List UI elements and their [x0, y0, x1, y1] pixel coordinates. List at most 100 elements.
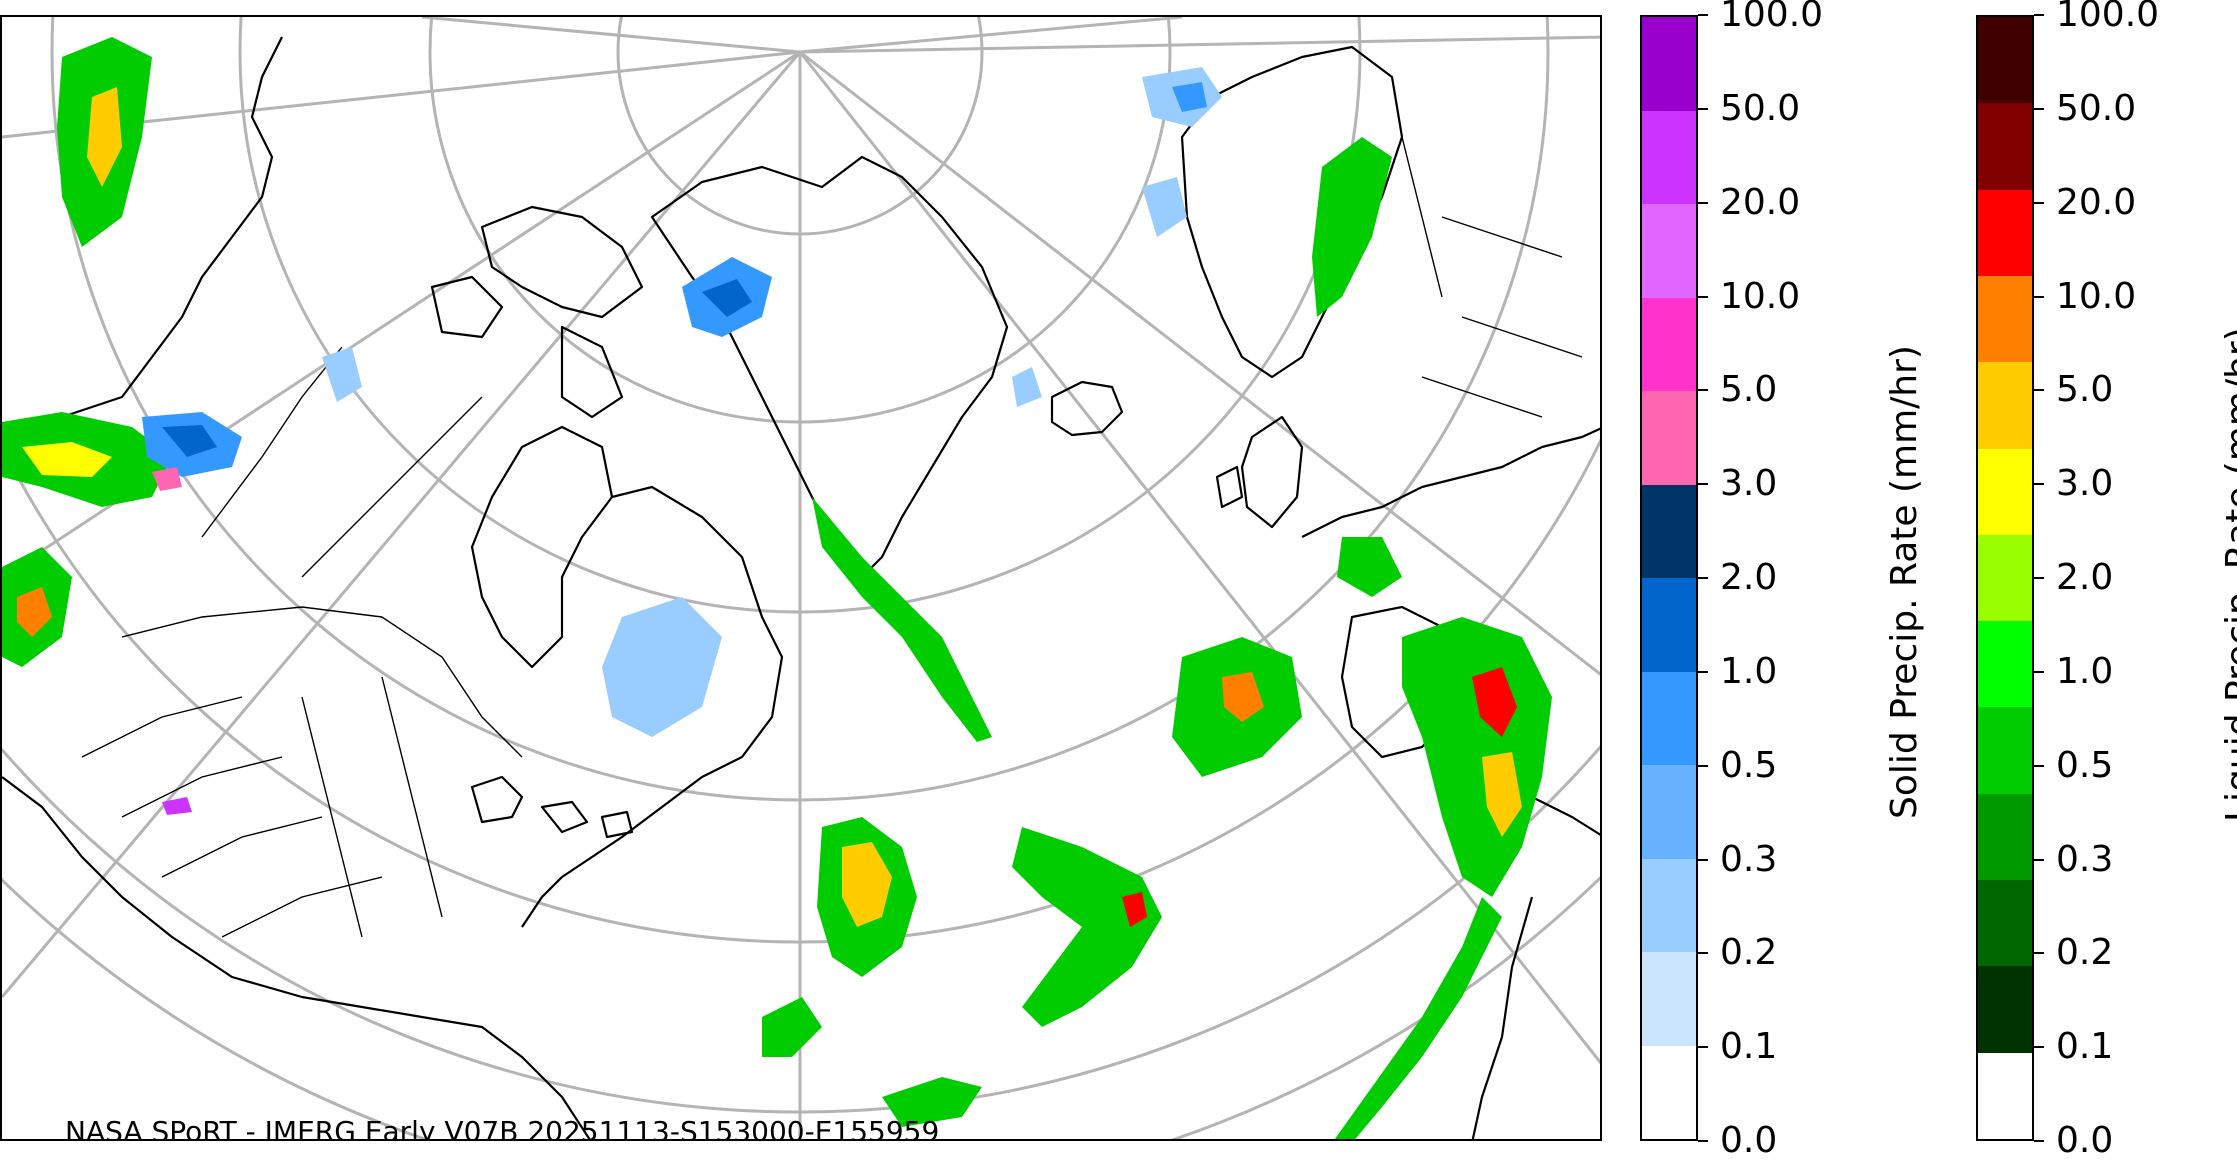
snow-area — [152, 467, 182, 491]
solid-precip-colorbar — [1640, 15, 1698, 1141]
meridian — [421, 17, 801, 54]
colorbar-tick-label: 1.0 — [2056, 650, 2114, 692]
colorbar-tick-label: 100.0 — [2056, 0, 2160, 35]
solid-precip-colorbar-label: Solid Precip. Rate (mm/hr) — [1884, 345, 1925, 819]
greenland-coast — [650, 155, 1009, 579]
colorbar-tick-label: 0.0 — [1720, 1120, 1778, 1161]
colorbar-segment — [1642, 391, 1696, 485]
colorbar-segment — [1642, 484, 1696, 578]
colorbar-segment — [1978, 16, 2032, 104]
colorbar-tick-label: 10.0 — [2056, 275, 2137, 317]
colorbar-segment — [1978, 189, 2032, 276]
colorbar-segment — [1978, 362, 2032, 449]
liquid-precip-colorbar-ticks: 0.0 0.1 0.2 0.3 0.5 1.0 2.0 3.0 5.0 10.0 20.0 50.0 1… — [2034, 0, 2159, 1161]
europe-borders — [1401, 136, 1583, 418]
colorbar-tick-label: 10.0 — [1720, 275, 1801, 317]
data-source-credit: NASA SPoRT - IMERG Early V07B 20251113-S… — [65, 1115, 940, 1141]
borders — [81, 136, 1583, 938]
snow-area — [1142, 177, 1187, 237]
colorbar-tick-label: 0.2 — [2056, 932, 2114, 974]
rain-cluster — [1472, 667, 1517, 737]
arctic-islands — [430, 205, 644, 419]
precipitation-map: NASA SPoRT - IMERG Early V07B 20251113-S… — [0, 15, 1602, 1141]
colorbar-segment — [1642, 858, 1696, 952]
meridian — [2, 51, 802, 998]
liquid-precipitation — [2, 37, 1552, 1139]
colorbar-tick-label: 20.0 — [2056, 181, 2137, 223]
rain-band — [812, 497, 992, 742]
snow-area — [322, 347, 362, 402]
colorbar-segment — [1642, 578, 1696, 672]
colorbar-segment — [1642, 110, 1696, 204]
europe-coast — [1301, 427, 1600, 538]
colorbar-tick-label: 20.0 — [1720, 181, 1801, 223]
north-america-south — [2, 776, 591, 1139]
colorbar-segment — [1978, 275, 2032, 363]
rain-band — [882, 1077, 982, 1127]
snow-area — [702, 279, 752, 317]
colorbar-tick-label: 2.0 — [2056, 557, 2114, 598]
great-lakes — [470, 775, 634, 839]
colorbar-segment — [1978, 880, 2032, 967]
colorbar-segment — [1978, 621, 2032, 708]
colorbar-segment — [1642, 204, 1696, 298]
liquid-precip-colorbar — [1976, 15, 2034, 1141]
colorbar-tick-label: 0.0 — [2056, 1120, 2114, 1161]
colorbar-segment — [1978, 448, 2032, 535]
rain-band — [762, 997, 822, 1057]
rain-area — [17, 587, 52, 637]
colorbar-segment — [1978, 707, 2032, 794]
canada-province-borders — [201, 346, 483, 578]
rain-cluster — [1402, 617, 1552, 897]
snow-area — [162, 425, 217, 457]
british-isles — [1215, 415, 1304, 529]
rain-area — [22, 442, 112, 477]
colorbar-tick-label: 100.0 — [1720, 0, 1824, 35]
colorbar-tick-label: 50.0 — [2056, 87, 2137, 129]
colorbar-segment — [1978, 103, 2032, 190]
snow-area — [1012, 367, 1042, 407]
colorbar-tick-label: 50.0 — [1720, 87, 1801, 129]
colorbar-tick-label: 0.3 — [1720, 838, 1778, 880]
solid-precipitation — [142, 67, 1222, 815]
colorbar-tick-label: 0.5 — [2056, 744, 2114, 786]
hudson-bay-coast — [470, 425, 614, 669]
rain-area — [87, 87, 122, 187]
liquid-precip-colorbar-label: Liquid Precip. Rate (mm/hr) — [2219, 327, 2237, 822]
colorbar-segment — [1978, 534, 2032, 622]
iceland-coast — [1050, 380, 1124, 437]
colorbar-segment — [1978, 793, 2032, 881]
solid-precip-colorbar-ticks: 0.0 0.1 0.2 0.3 0.5 1.0 2.0 3.0 5.0 10.0 20.0 50.0 1… — [1698, 0, 1823, 1161]
rain-band — [842, 842, 892, 927]
north-america-west — [2, 36, 283, 439]
us-canada-border — [121, 606, 523, 758]
colorbar-tick-label: 3.0 — [2056, 463, 2114, 505]
colorbar-tick-label: 2.0 — [1720, 557, 1778, 598]
rain-cluster — [1222, 672, 1264, 722]
graticule — [2, 17, 1600, 1139]
colorbar-tick-label: 0.1 — [2056, 1026, 2114, 1068]
colorbar-segment — [1978, 966, 2032, 1053]
snow-area — [602, 597, 722, 737]
rain-band — [1012, 827, 1162, 1027]
colorbar-tick-label: 3.0 — [1720, 463, 1778, 505]
rain-band — [1334, 897, 1502, 1139]
colorbar-segment — [1642, 1045, 1696, 1139]
state-borders — [81, 676, 443, 938]
rain-cluster — [1337, 537, 1402, 597]
colorbar-tick-label: 0.5 — [1720, 744, 1778, 786]
snow-area — [162, 797, 192, 815]
north-america-east — [521, 485, 784, 928]
rain-cluster — [1482, 752, 1522, 837]
colorbar-segment — [1642, 297, 1696, 391]
rain-cluster — [1312, 137, 1392, 317]
meridian — [798, 51, 1600, 1065]
colorbar-tick-label: 0.3 — [2056, 838, 2114, 880]
meridian — [799, 50, 1600, 676]
meridian — [799, 35, 1600, 54]
colorbar-tick-label: 1.0 — [1720, 650, 1778, 692]
meridian — [799, 17, 1183, 54]
colorbar-segment — [1642, 671, 1696, 765]
colorbar-segment — [1978, 1052, 2032, 1139]
colorbar-segment — [1642, 952, 1696, 1046]
